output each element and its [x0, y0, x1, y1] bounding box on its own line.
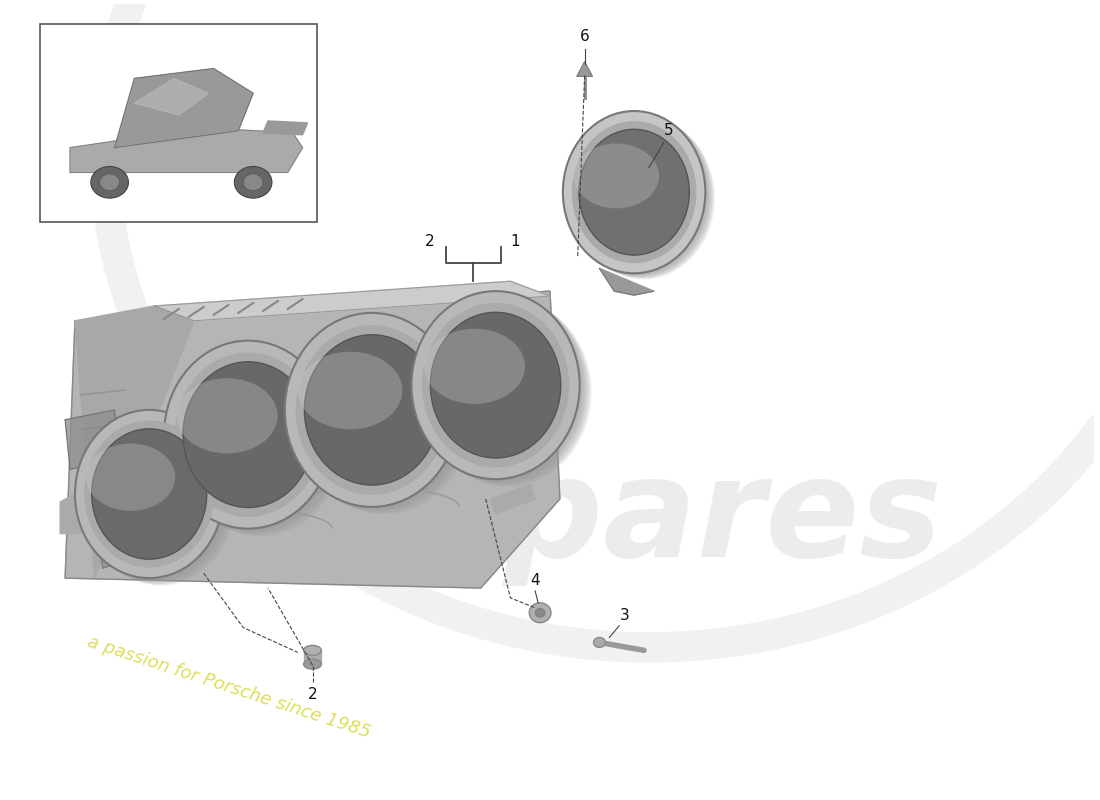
Ellipse shape — [243, 174, 263, 190]
Ellipse shape — [167, 342, 336, 530]
Ellipse shape — [571, 116, 714, 278]
Ellipse shape — [420, 297, 588, 485]
Text: 3: 3 — [619, 608, 629, 622]
Ellipse shape — [78, 412, 227, 580]
Ellipse shape — [297, 320, 471, 514]
Ellipse shape — [87, 418, 235, 586]
Ellipse shape — [569, 114, 712, 277]
Ellipse shape — [419, 296, 587, 484]
Ellipse shape — [304, 659, 321, 669]
Ellipse shape — [175, 352, 322, 517]
Text: 1: 1 — [510, 234, 520, 249]
Text: a passion for Porsche since 1985: a passion for Porsche since 1985 — [85, 633, 373, 742]
Ellipse shape — [77, 411, 224, 579]
Polygon shape — [304, 650, 321, 664]
Ellipse shape — [173, 346, 341, 534]
Ellipse shape — [82, 414, 231, 582]
Polygon shape — [100, 538, 132, 568]
Polygon shape — [154, 282, 550, 321]
Ellipse shape — [86, 443, 175, 511]
Ellipse shape — [425, 329, 525, 404]
Ellipse shape — [417, 295, 585, 483]
Ellipse shape — [91, 166, 129, 198]
Ellipse shape — [422, 303, 569, 467]
Ellipse shape — [91, 429, 207, 559]
Polygon shape — [576, 62, 593, 77]
Text: 2: 2 — [308, 687, 317, 702]
Ellipse shape — [568, 114, 711, 276]
Text: 2: 2 — [425, 234, 435, 249]
Polygon shape — [60, 494, 223, 534]
Ellipse shape — [168, 343, 337, 531]
Ellipse shape — [79, 413, 228, 581]
Ellipse shape — [430, 312, 561, 458]
Ellipse shape — [572, 121, 696, 263]
Ellipse shape — [294, 318, 468, 513]
Polygon shape — [65, 291, 560, 588]
Ellipse shape — [286, 314, 461, 508]
Ellipse shape — [85, 421, 214, 568]
Ellipse shape — [412, 292, 581, 480]
Ellipse shape — [295, 319, 470, 514]
Polygon shape — [134, 78, 209, 115]
Ellipse shape — [289, 316, 463, 510]
Polygon shape — [600, 268, 653, 295]
Bar — [41, 24, 318, 222]
Text: 5: 5 — [664, 122, 673, 138]
Text: eur: eur — [154, 332, 494, 508]
Ellipse shape — [416, 294, 584, 482]
Text: 6: 6 — [580, 29, 590, 44]
Ellipse shape — [415, 293, 583, 481]
Polygon shape — [65, 410, 120, 470]
Ellipse shape — [536, 608, 546, 618]
Ellipse shape — [304, 646, 321, 655]
Text: spares: spares — [421, 451, 943, 586]
Ellipse shape — [100, 174, 120, 190]
Ellipse shape — [564, 112, 706, 274]
Ellipse shape — [411, 291, 580, 479]
Ellipse shape — [296, 325, 448, 494]
Ellipse shape — [234, 166, 272, 198]
Ellipse shape — [424, 298, 592, 486]
Ellipse shape — [176, 348, 344, 536]
Ellipse shape — [290, 317, 465, 510]
Ellipse shape — [164, 341, 332, 529]
Ellipse shape — [573, 143, 659, 209]
Ellipse shape — [305, 334, 439, 485]
Ellipse shape — [594, 638, 605, 647]
Ellipse shape — [579, 130, 690, 255]
Ellipse shape — [177, 378, 277, 454]
Ellipse shape — [566, 114, 708, 275]
Ellipse shape — [86, 416, 234, 585]
Ellipse shape — [572, 117, 715, 279]
Ellipse shape — [75, 410, 223, 578]
Ellipse shape — [165, 342, 333, 530]
Text: 4: 4 — [530, 573, 540, 588]
Ellipse shape — [421, 298, 590, 486]
Ellipse shape — [81, 414, 230, 582]
Ellipse shape — [172, 346, 340, 534]
Ellipse shape — [529, 603, 551, 622]
Ellipse shape — [298, 352, 403, 430]
Ellipse shape — [570, 115, 713, 278]
Polygon shape — [510, 336, 554, 366]
Polygon shape — [70, 128, 302, 172]
Ellipse shape — [288, 314, 462, 509]
Ellipse shape — [84, 415, 232, 584]
Ellipse shape — [293, 318, 466, 511]
Ellipse shape — [285, 313, 459, 507]
Polygon shape — [263, 121, 308, 134]
Ellipse shape — [175, 347, 343, 535]
Polygon shape — [114, 69, 253, 148]
Ellipse shape — [170, 344, 338, 532]
Polygon shape — [75, 306, 194, 578]
Ellipse shape — [565, 113, 707, 275]
Ellipse shape — [183, 362, 314, 507]
Ellipse shape — [563, 111, 705, 274]
Polygon shape — [491, 484, 536, 514]
